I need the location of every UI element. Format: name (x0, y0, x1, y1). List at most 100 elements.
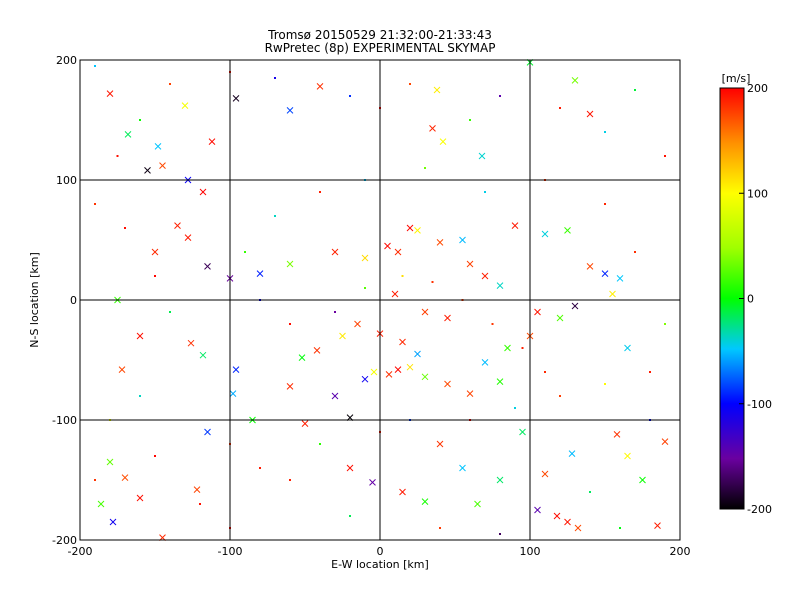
data-point-x (232, 366, 240, 373)
data-point-x (298, 354, 306, 361)
y-tick-label: 200 (56, 54, 77, 67)
data-point-x (519, 428, 526, 436)
data-point-x (444, 380, 451, 388)
data-point-dot (491, 323, 494, 325)
data-point-x (496, 378, 504, 385)
data-point-x (459, 236, 466, 244)
data-point-x (574, 524, 582, 532)
x-axis: -200 -100 0 100 200 (68, 545, 691, 558)
data-point-x (541, 470, 549, 478)
data-point-x (229, 390, 237, 397)
data-point-x (118, 366, 126, 373)
data-point-x (564, 518, 571, 526)
colorbar-tick-label: -200 (747, 503, 772, 516)
data-point-x (391, 290, 399, 298)
data-point-dot (274, 215, 276, 217)
data-point-x (97, 500, 105, 508)
data-point-dot (634, 89, 636, 91)
colorbar-tick-label: -100 (747, 398, 772, 411)
data-point-x (151, 248, 159, 256)
data-point-x (571, 302, 579, 310)
data-point-x (624, 452, 631, 460)
y-tick-label: -100 (52, 414, 77, 427)
grid-lines (80, 60, 680, 540)
x-tick-label: 0 (377, 545, 384, 558)
data-point-x (106, 90, 114, 97)
data-point-x (406, 363, 414, 371)
data-point-dot (521, 347, 524, 349)
data-point-x (534, 506, 541, 514)
data-point-x (394, 366, 402, 373)
plot-frame (79, 59, 681, 541)
data-point-dot (619, 527, 621, 529)
data-point-x (481, 359, 489, 366)
data-point-x (616, 275, 624, 282)
data-point-x (121, 474, 129, 481)
colorbar-tick-label: 100 (747, 187, 768, 200)
data-point-dot (514, 407, 516, 409)
data-point-dot (199, 503, 201, 505)
data-point-x (385, 371, 393, 378)
data-point-dot (154, 455, 156, 457)
data-point-dot (289, 479, 291, 481)
chart-subtitle: RwPretec (8p) EXPERIMENTAL SKYMAP (265, 41, 496, 55)
data-point-x (106, 458, 114, 466)
data-point-x (370, 368, 378, 376)
data-point-x (406, 224, 414, 232)
data-point-x (511, 222, 519, 229)
data-point-x (433, 86, 441, 94)
data-point-dot (289, 323, 291, 325)
data-point-x (474, 500, 481, 508)
data-point-x (181, 102, 189, 109)
data-point-x (232, 95, 240, 102)
data-point-dot (259, 467, 261, 469)
data-point-dot (499, 533, 501, 535)
data-point-x (109, 518, 117, 526)
x-tick-label: -200 (68, 545, 93, 558)
data-point-x (586, 263, 594, 270)
data-point-dot (424, 167, 426, 169)
y-tick-label: -200 (52, 534, 77, 547)
data-point-x (154, 143, 162, 150)
data-point-x (439, 138, 447, 145)
data-point-x (421, 373, 429, 381)
data-point-dot (319, 443, 321, 445)
data-point-x (369, 479, 376, 486)
data-point-x (361, 375, 369, 383)
colorbar-tick-label: 200 (747, 82, 768, 95)
data-point-x (436, 239, 444, 246)
data-point-dot (469, 119, 471, 121)
x-tick-label: 200 (670, 545, 691, 558)
data-point-dot (349, 95, 351, 97)
colorbar: [m/s] -200 -100 0 100 200 (719, 72, 772, 516)
data-point-x (136, 494, 144, 502)
data-point-dot (604, 203, 606, 205)
data-point-x (204, 428, 211, 436)
data-point-x (459, 464, 466, 472)
data-point-dot (94, 479, 96, 481)
data-point-dot (484, 191, 486, 193)
data-point-x (159, 162, 166, 169)
data-point-dot (244, 251, 246, 253)
data-point-dot (94, 65, 96, 67)
data-point-dot (349, 515, 351, 517)
data-point-dot (431, 281, 434, 283)
data-point-dot (334, 311, 336, 313)
data-point-dot (154, 275, 156, 277)
data-point-x (556, 314, 564, 322)
data-point-dot (559, 395, 561, 397)
data-point-dot (124, 227, 126, 229)
y-axis: -200 -100 0 100 200 (52, 54, 77, 547)
data-point-x (286, 107, 294, 114)
data-point-x (661, 438, 669, 445)
data-point-x (124, 131, 132, 138)
data-point-x (534, 308, 541, 316)
data-point-x (316, 83, 324, 90)
colorbar-tick-label: 0 (747, 293, 754, 306)
data-point-x (466, 260, 474, 268)
data-point-x (609, 290, 616, 298)
y-axis-label: N-S location [km] (28, 252, 41, 348)
data-point-x (361, 254, 369, 262)
x-axis-label: E-W location [km] (331, 558, 429, 571)
